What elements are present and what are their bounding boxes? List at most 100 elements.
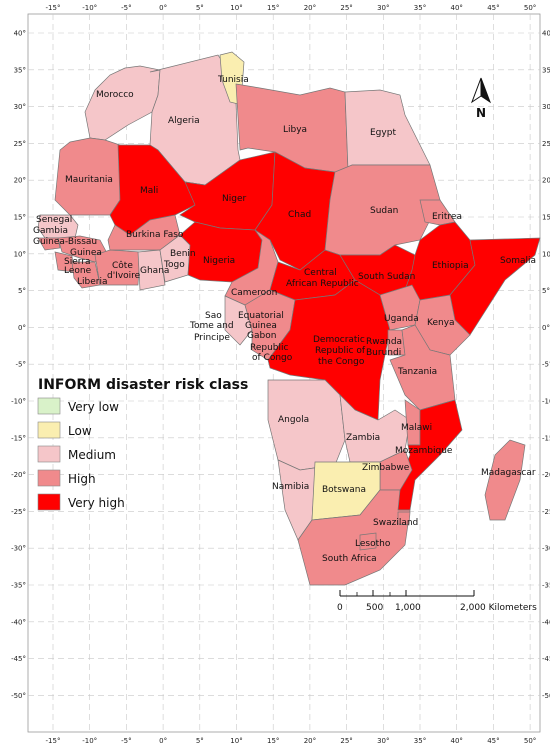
- y-tick-label-right: -40°: [542, 618, 550, 626]
- label-equatorial: Equatorial: [238, 311, 284, 321]
- x-tick-label-bottom: 15°: [267, 737, 279, 745]
- y-tick-label-right: 35°: [542, 66, 550, 74]
- label-eritrea: Eritrea: [432, 212, 462, 222]
- y-tick-label-left: 40°: [14, 30, 26, 38]
- label-senegal: Senegal: [36, 215, 72, 225]
- label-liberia: Liberia: [77, 277, 107, 287]
- y-tick-label-right: -30°: [542, 545, 550, 553]
- label-leone: Leone: [64, 266, 92, 276]
- x-tick-label-top: 0°: [159, 4, 167, 12]
- label-botswana: Botswana: [322, 485, 366, 495]
- legend-label-low: Low: [68, 424, 92, 438]
- y-tick-label-left: -50°: [11, 692, 26, 700]
- scale-label-500: 500: [366, 603, 383, 613]
- x-tick-label-top: 50°: [524, 4, 536, 12]
- label-principe: Principe: [194, 333, 230, 343]
- label-south-africa: South Africa: [322, 554, 377, 564]
- label-morocco: Morocco: [96, 90, 134, 100]
- label-cameroon: Cameroon: [231, 288, 277, 298]
- label-malawi: Malawi: [401, 423, 432, 433]
- y-tick-label-left: -30°: [11, 545, 26, 553]
- x-tick-label-bottom: 50°: [524, 737, 536, 745]
- legend-swatch-high: [37, 469, 61, 487]
- north-arrow: N: [470, 77, 492, 120]
- legend-swatch-medium: [37, 445, 61, 463]
- label-kenya: Kenya: [427, 318, 455, 328]
- country-eq-guinea-gabon[interactable]: [224, 295, 253, 346]
- legend-label-medium: Medium: [68, 448, 116, 462]
- label-cote: Côte: [112, 260, 133, 271]
- y-tick-label-left: 25°: [14, 140, 26, 148]
- x-tick-label-bottom: 35°: [414, 737, 426, 745]
- x-tick-label-top: -10°: [82, 4, 97, 12]
- y-tick-label-right: -15°: [542, 434, 550, 442]
- label-mozambique: Mozambique: [395, 446, 453, 456]
- y-tick-label-right: -35°: [542, 582, 550, 590]
- legend: INFORM disaster risk class Very low Low …: [37, 377, 248, 511]
- x-tick-label-top: -5°: [121, 4, 131, 12]
- label-burundi: Burundi: [366, 348, 401, 358]
- y-tick-label-left: 10°: [14, 250, 26, 258]
- country-ghana[interactable]: [137, 249, 166, 291]
- x-tick-label-top: -15°: [46, 4, 61, 12]
- label-gabon: Gabon: [247, 331, 276, 341]
- country-liberia[interactable]: [71, 261, 101, 289]
- label-rwanda: Rwanda: [366, 337, 402, 347]
- label-gambia: Gambia: [33, 226, 68, 236]
- country-angola[interactable]: [267, 379, 346, 471]
- label-guinea: Guinea: [70, 248, 102, 258]
- y-tick-label-right: 5°: [542, 287, 550, 295]
- label-south-sudan: South Sudan: [358, 272, 415, 282]
- y-tick-label-right: 40°: [542, 30, 550, 38]
- y-tick-label-right: 20°: [542, 177, 550, 185]
- y-tick-label-left: 5°: [18, 287, 26, 295]
- label-car-2: African Republic: [286, 279, 359, 289]
- label-tome-and: Tome and: [189, 321, 234, 331]
- label-swaziland: Swaziland: [373, 518, 418, 528]
- y-tick-label-left: -10°: [11, 398, 26, 406]
- x-tick-label-bottom: 5°: [196, 737, 204, 745]
- label-somalia: Somalia: [500, 256, 536, 266]
- country-guinea-bissau[interactable]: [37, 237, 61, 251]
- x-tick-label-bottom: -10°: [82, 737, 97, 745]
- label-drc-3: the Congo: [318, 357, 365, 367]
- label-ghana: Ghana: [140, 266, 169, 276]
- label-niger: Niger: [222, 194, 246, 204]
- y-tick-label-right: -25°: [542, 508, 550, 516]
- y-tick-label-left: 35°: [14, 66, 26, 74]
- x-tick-label-bottom: 45°: [487, 737, 499, 745]
- legend-label-very-low: Very low: [68, 400, 119, 414]
- scale-label-0: 0: [337, 603, 343, 613]
- x-tick-label-top: 40°: [450, 4, 462, 12]
- label-burkina-faso: Burkina Faso: [126, 230, 184, 240]
- country-swaziland[interactable]: [397, 511, 411, 526]
- x-tick-label-top: 30°: [377, 4, 389, 12]
- label-libya: Libya: [283, 125, 307, 135]
- x-tick-label-top: 45°: [487, 4, 499, 12]
- country-lesotho[interactable]: [359, 532, 377, 551]
- country-south-africa[interactable]: [297, 489, 411, 586]
- label-lesotho: Lesotho: [355, 539, 391, 549]
- north-label: N: [476, 106, 486, 120]
- x-tick-label-bottom: 20°: [304, 737, 316, 745]
- y-tick-label-right: 25°: [542, 140, 550, 148]
- country-madagascar[interactable]: [484, 439, 526, 521]
- label-drc-2: Republic of: [315, 346, 366, 356]
- y-tick-label-right: -20°: [542, 471, 550, 479]
- x-tick-label-top: 20°: [304, 4, 316, 12]
- label-sierra: Sierra: [64, 257, 91, 267]
- x-tick-label-bottom: 10°: [230, 737, 242, 745]
- label-uganda: Uganda: [384, 314, 419, 324]
- coordinate-ticks: -15° -15° -10° -10° -5° -5° 0° 0° 5° 5° 10° 10° 15° 1…: [11, 4, 550, 745]
- x-tick-label-bottom: -5°: [121, 737, 131, 745]
- y-tick-label-right: -5°: [542, 361, 550, 369]
- legend-swatch-very-low: [37, 397, 61, 415]
- legend-title: INFORM disaster risk class: [38, 377, 248, 393]
- scale-bar: 0 500 1,000 2,000 Kilometers: [337, 590, 537, 613]
- label-car-1: Central: [304, 268, 337, 278]
- legend-label-high: High: [68, 472, 96, 486]
- country-labels: Morocco Algeria Tunisia Libya Egypt Maur…: [33, 75, 536, 564]
- label-republic: Republic: [250, 343, 289, 353]
- label-sao: Sao: [205, 311, 222, 321]
